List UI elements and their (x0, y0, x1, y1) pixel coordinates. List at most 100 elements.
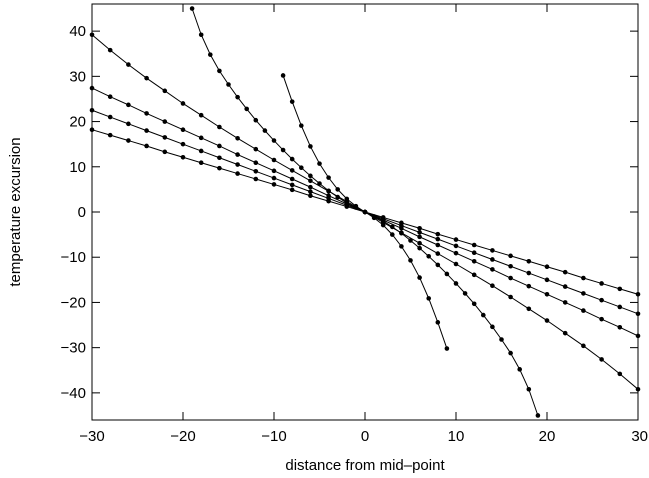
data-point (162, 119, 168, 124)
data-point (526, 306, 532, 312)
data-point (471, 301, 477, 307)
data-point (453, 243, 459, 249)
data-point (617, 286, 623, 292)
data-point (271, 182, 277, 187)
data-point (517, 367, 522, 372)
data-point (126, 121, 131, 127)
data-point (453, 281, 459, 286)
data-point (435, 251, 441, 256)
data-point (390, 232, 395, 237)
data-point (435, 231, 441, 237)
data-point (289, 99, 295, 104)
data-point (107, 47, 113, 53)
data-point (526, 386, 532, 392)
data-point (490, 283, 495, 289)
data-point (435, 262, 441, 268)
data-point (617, 371, 623, 377)
data-point (162, 135, 168, 140)
data-point (526, 283, 532, 289)
data-point (508, 350, 513, 356)
data-point (289, 182, 295, 188)
data-point (107, 94, 113, 99)
data-point (408, 258, 413, 263)
data-point (526, 270, 532, 276)
data-point (471, 250, 477, 255)
data-point (308, 189, 313, 194)
data-point (317, 161, 322, 166)
data-point (208, 52, 213, 57)
data-point (426, 254, 432, 259)
data-point (107, 114, 113, 120)
series-6 (89, 127, 641, 297)
data-point (253, 176, 259, 182)
data-point (362, 209, 368, 215)
data-point (399, 244, 404, 249)
data-point (180, 127, 186, 132)
x-tick-label: 0 (361, 428, 369, 445)
y-axis-label: temperature excursion (7, 137, 24, 286)
data-point (299, 165, 304, 170)
data-point (289, 187, 295, 193)
data-point (435, 320, 441, 325)
data-point (581, 308, 586, 313)
data-point (271, 175, 277, 181)
data-point (308, 178, 313, 184)
y-tick-label: −20 (61, 294, 86, 311)
data-point (335, 187, 341, 192)
data-point (535, 413, 541, 418)
y-tick-label: 20 (69, 114, 86, 131)
data-point (508, 294, 513, 300)
data-point (471, 272, 477, 278)
data-point (308, 173, 313, 179)
data-point (471, 242, 477, 248)
data-point (253, 117, 259, 123)
data-point (244, 106, 249, 112)
data-point (444, 271, 450, 277)
data-point (453, 237, 459, 242)
x-tick-label: −30 (79, 428, 104, 445)
data-point (126, 102, 131, 108)
data-point (226, 82, 231, 87)
data-point (235, 171, 240, 176)
data-point (581, 275, 586, 281)
data-point (599, 316, 604, 322)
data-point (280, 147, 286, 153)
y-axis-ticks: −40 −30 −20 −10 0 10 20 30 40 (61, 23, 638, 402)
data-point (162, 149, 168, 155)
data-point (481, 312, 486, 318)
x-axis-ticks: −30 −20 −10 0 10 20 30 (79, 4, 648, 445)
data-point (235, 162, 240, 167)
data-point (417, 240, 422, 246)
data-point (326, 175, 331, 180)
data-point (144, 143, 149, 149)
x-axis-label: distance from mid–point (285, 457, 445, 474)
data-point (326, 198, 331, 204)
data-point (408, 238, 413, 243)
data-point (180, 154, 186, 160)
data-point (271, 168, 277, 174)
data-point (308, 184, 313, 190)
data-point (289, 176, 295, 182)
data-point (562, 284, 568, 289)
data-point (599, 357, 604, 362)
data-point (490, 324, 495, 330)
data-point (453, 261, 459, 267)
y-tick-label: 30 (69, 68, 86, 85)
data-point (544, 318, 550, 323)
data-point (453, 250, 459, 256)
data-point (235, 136, 240, 141)
data-point (344, 204, 350, 209)
data-point (198, 112, 204, 118)
data-point (280, 73, 286, 78)
data-point (217, 165, 222, 171)
data-point (253, 169, 259, 174)
data-point (462, 291, 468, 296)
data-point (253, 160, 259, 166)
data-point (417, 275, 422, 280)
data-point (308, 193, 313, 199)
data-point (198, 148, 204, 154)
data-point (217, 68, 222, 74)
data-point (144, 75, 149, 81)
data-point (126, 138, 131, 143)
